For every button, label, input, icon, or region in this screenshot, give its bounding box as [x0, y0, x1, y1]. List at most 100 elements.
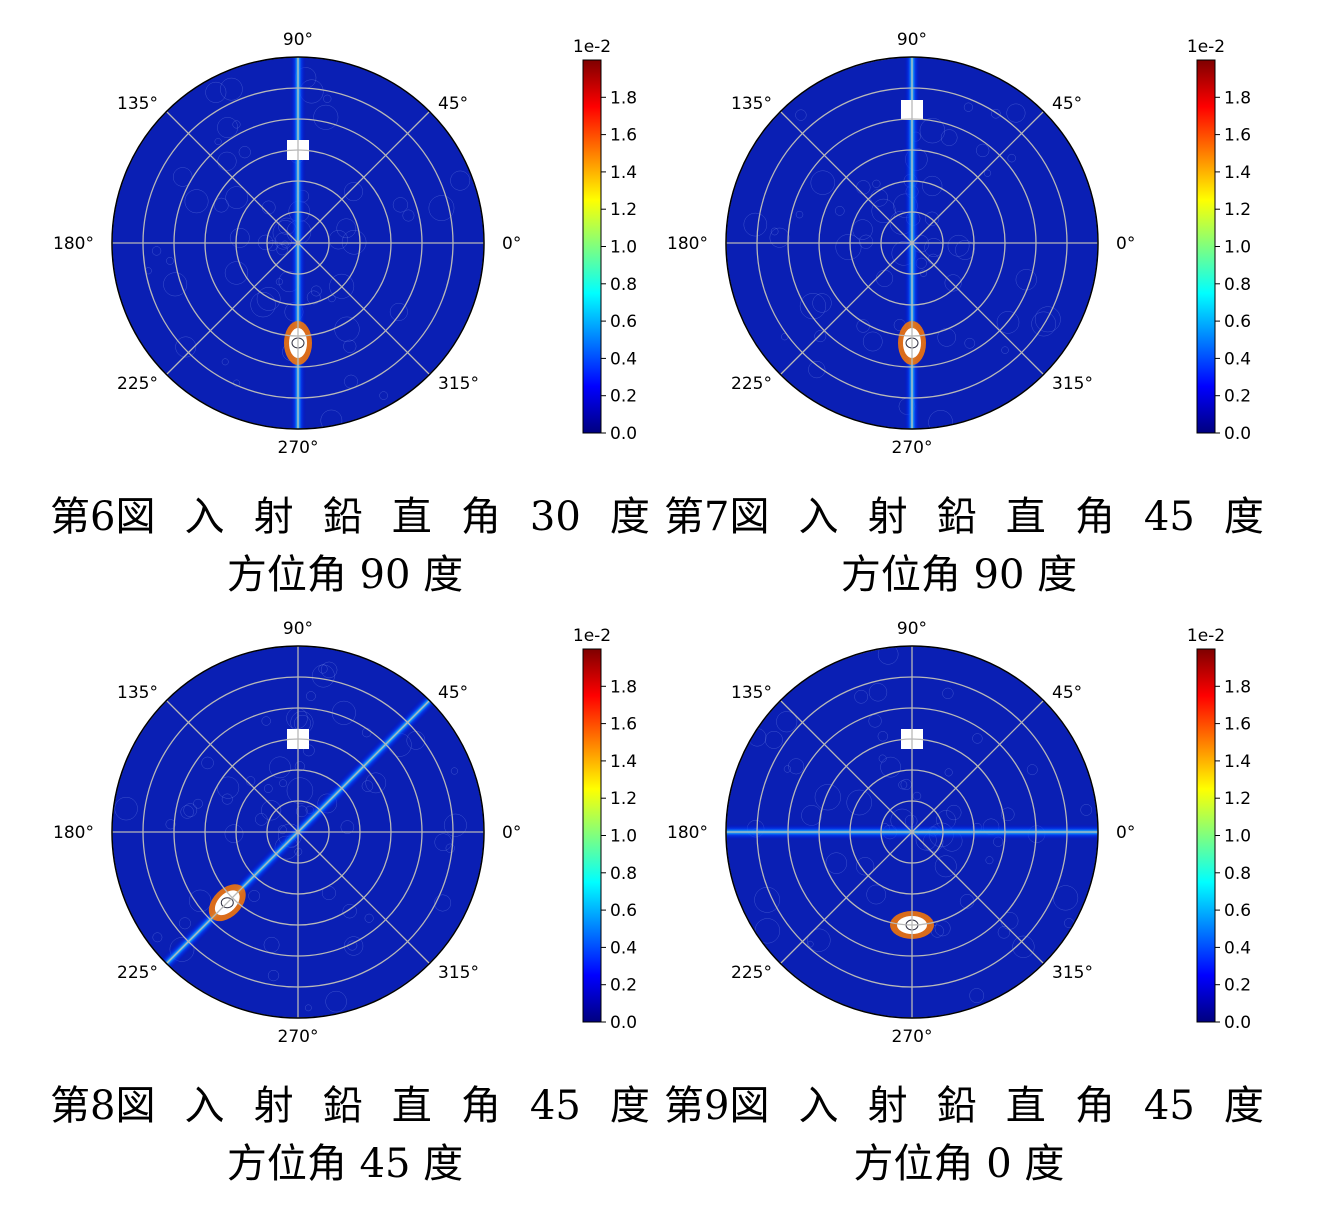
- figure-panel-7: 0° 45° 90° 135° 180° 225° 270° 315° 1e-2 0.0 0.2 0.…: [614, 0, 1254, 590]
- colorbar-tick-label: 0.0: [1224, 1013, 1251, 1033]
- caption-word: 入: [799, 1077, 839, 1135]
- angle-tick-label: 180°: [667, 234, 708, 254]
- figure-number: 第8図: [50, 1077, 155, 1135]
- angle-tick-label: 90°: [283, 619, 313, 639]
- colorbar-tick-label: 0.0: [1224, 424, 1251, 444]
- figure-number: 第7図: [664, 488, 769, 546]
- angle-tick-label: 0°: [502, 823, 521, 843]
- caption-word: 鉛: [937, 1077, 977, 1135]
- angle-tick-label: 225°: [117, 963, 158, 983]
- caption-word: 入: [799, 488, 839, 546]
- angle-tick-label: 45°: [1052, 683, 1082, 703]
- caption-line-2: 方位角 0 度: [664, 1135, 1264, 1193]
- colorbar: [1197, 649, 1215, 1022]
- colorbar-tick-label: 1.6: [1224, 126, 1251, 146]
- colorbar-tick-label: 0.6: [1224, 312, 1251, 332]
- figure-caption: 第7図入射鉛直角 45 度方位角 90 度: [664, 488, 1264, 604]
- angle-tick-label: 90°: [283, 30, 313, 50]
- colorbar-multiplier: 1e-2: [1187, 37, 1225, 57]
- angle-tick-label: 135°: [731, 94, 772, 114]
- caption-word: 直: [392, 488, 432, 546]
- colorbar-tick-label: 0.4: [1224, 349, 1251, 369]
- caption-word: 鉛: [937, 488, 977, 546]
- angle-tick-label: 180°: [53, 823, 94, 843]
- angle-tick-label: 0°: [1116, 823, 1135, 843]
- caption-word: 角: [1075, 488, 1115, 546]
- colorbar-multiplier: 1e-2: [1187, 626, 1225, 646]
- caption-word: 45: [530, 1077, 581, 1135]
- colorbar-multiplier: 1e-2: [573, 37, 611, 57]
- figure-panel-6: 0° 45° 90° 135° 180° 225° 270° 315° 1e-2 0.0 0.2 0.…: [0, 0, 640, 590]
- caption-word: 直: [1006, 488, 1046, 546]
- caption-word: 射: [868, 1077, 908, 1135]
- caption-word: 角: [461, 1077, 501, 1135]
- angle-tick-label: 135°: [117, 683, 158, 703]
- colorbar-tick-label: 1.6: [1224, 715, 1251, 735]
- caption-word: 射: [254, 488, 294, 546]
- caption-line-2: 方位角 45 度: [50, 1135, 650, 1193]
- colorbar-tick-label: 1.4: [1224, 163, 1251, 183]
- polar-heatmap: 0° 45° 90° 135° 180° 225° 270° 315° 1e-2 0.0 0.2 0.…: [614, 0, 1254, 480]
- caption-word: 度: [1224, 1077, 1264, 1135]
- colorbar-tick-label: 1.8: [1224, 677, 1251, 697]
- colorbar-tick-label: 0.4: [1224, 938, 1251, 958]
- caption-word: 30: [530, 488, 581, 546]
- angle-tick-label: 225°: [731, 374, 772, 394]
- caption-word: 直: [1006, 1077, 1046, 1135]
- angle-tick-label: 45°: [438, 683, 468, 703]
- angle-tick-label: 0°: [1116, 234, 1135, 254]
- polar-heatmap: 0° 45° 90° 135° 180° 225° 270° 315° 1e-2 0.0 0.2 0.…: [614, 589, 1254, 1069]
- caption-word: 45: [1144, 488, 1195, 546]
- figure-caption: 第8図入射鉛直角 45 度方位角 45 度: [50, 1077, 650, 1193]
- colorbar-tick-label: 0.8: [1224, 275, 1251, 295]
- colorbar-tick-label: 1.0: [1224, 238, 1251, 258]
- caption-word: 45: [1144, 1077, 1195, 1135]
- caption-word: 射: [254, 1077, 294, 1135]
- figure-panel-9: 0° 45° 90° 135° 180° 225° 270° 315° 1e-2 0.0 0.2 0.…: [614, 589, 1254, 1179]
- polar-heatmap: 0° 45° 90° 135° 180° 225° 270° 315° 1e-2 0.0 0.2 0.…: [0, 589, 640, 1069]
- angle-tick-label: 135°: [117, 94, 158, 114]
- angle-tick-label: 45°: [438, 94, 468, 114]
- colorbar-tick-label: 1.4: [1224, 752, 1251, 772]
- caption-word: 鉛: [323, 1077, 363, 1135]
- angle-tick-label: 315°: [438, 374, 479, 394]
- colorbar-tick-label: 0.6: [1224, 901, 1251, 921]
- colorbar: [583, 60, 601, 433]
- colorbar-tick-label: 1.8: [1224, 88, 1251, 108]
- angle-tick-label: 180°: [53, 234, 94, 254]
- colorbar-tick-label: 0.2: [1224, 976, 1251, 996]
- colorbar-tick-label: 1.2: [1224, 789, 1251, 809]
- colorbar-tick-label: 1.2: [1224, 200, 1251, 220]
- colorbar-multiplier: 1e-2: [573, 626, 611, 646]
- angle-tick-label: 0°: [502, 234, 521, 254]
- caption-word: 角: [461, 488, 501, 546]
- figure-panel-8: 0° 45° 90° 135° 180° 225° 270° 315° 1e-2 0.0 0.2 0.…: [0, 589, 640, 1179]
- caption-word: 鉛: [323, 488, 363, 546]
- angle-tick-label: 315°: [1052, 963, 1093, 983]
- angle-tick-label: 135°: [731, 683, 772, 703]
- colorbar: [1197, 60, 1215, 433]
- colorbar-tick-label: 0.8: [1224, 864, 1251, 884]
- angle-tick-label: 315°: [438, 963, 479, 983]
- angle-tick-label: 270°: [892, 1027, 933, 1047]
- caption-word: 入: [185, 1077, 225, 1135]
- angle-tick-label: 270°: [278, 1027, 319, 1047]
- angle-tick-label: 225°: [117, 374, 158, 394]
- angle-tick-label: 45°: [1052, 94, 1082, 114]
- caption-word: 直: [392, 1077, 432, 1135]
- caption-word: 角: [1075, 1077, 1115, 1135]
- figure-caption: 第6図入射鉛直角 30 度方位角 90 度: [50, 488, 650, 604]
- angle-tick-label: 90°: [897, 619, 927, 639]
- colorbar-tick-label: 1.0: [1224, 827, 1251, 847]
- angle-tick-label: 270°: [278, 438, 319, 458]
- caption-word: 入: [185, 488, 225, 546]
- angle-tick-label: 270°: [892, 438, 933, 458]
- figure-number: 第9図: [664, 1077, 769, 1135]
- figure-number: 第6図: [50, 488, 155, 546]
- angle-tick-label: 225°: [731, 963, 772, 983]
- colorbar-tick-label: 0.2: [1224, 387, 1251, 407]
- angle-tick-label: 180°: [667, 823, 708, 843]
- angle-tick-label: 90°: [897, 30, 927, 50]
- caption-word: 射: [868, 488, 908, 546]
- caption-word: 度: [1224, 488, 1264, 546]
